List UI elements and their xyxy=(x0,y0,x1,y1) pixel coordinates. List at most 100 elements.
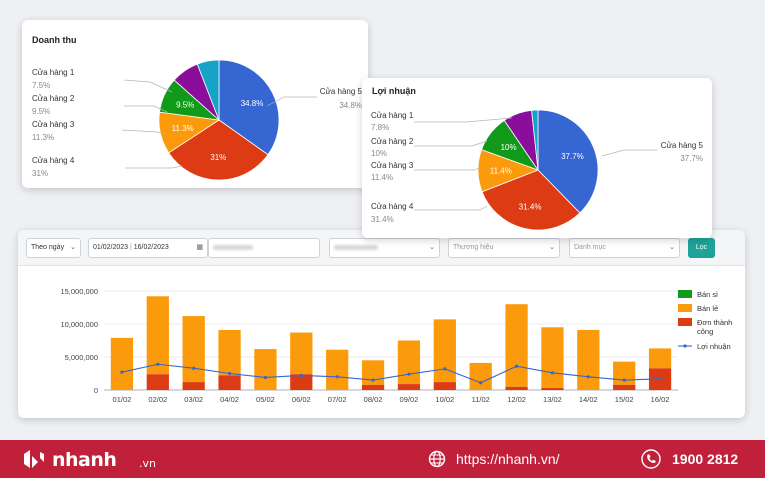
date-to: 16/02/2023 xyxy=(133,244,169,251)
bar-1-6[interactable] xyxy=(326,349,349,390)
website-link[interactable]: https://nhanh.vn/ xyxy=(456,451,560,467)
bar-1-11[interactable] xyxy=(505,304,528,387)
profit-pct-store2: 10% xyxy=(371,149,387,158)
revenue-slice-label-1: 31% xyxy=(210,153,226,162)
revenue-slice-label-3: 9.5% xyxy=(176,100,194,109)
bar-1-5[interactable] xyxy=(290,332,313,375)
filter-button[interactable]: Lọc xyxy=(688,238,715,258)
x-tick-label: 03/02 xyxy=(184,395,203,404)
bar-1-2[interactable] xyxy=(182,316,205,383)
profit-point-12[interactable] xyxy=(550,371,555,375)
bar-2-11[interactable] xyxy=(505,386,528,390)
redacted-text xyxy=(213,245,253,250)
profit-pct-store3: 11.4% xyxy=(371,173,393,182)
date-from: 01/02/2023 xyxy=(93,244,129,251)
x-tick-label: 08/02 xyxy=(364,395,383,404)
profit-point-2[interactable] xyxy=(192,366,196,370)
profit-point-10[interactable] xyxy=(479,381,483,385)
x-tick-label: 04/02 xyxy=(220,395,239,404)
phone-icon xyxy=(641,449,661,469)
revenue-slice-label-2: 11.3% xyxy=(172,124,194,133)
legend-line-point xyxy=(683,344,687,348)
profit-slice-1[interactable] xyxy=(481,169,581,231)
legend-label-0: Bán sỉ xyxy=(697,290,718,299)
x-tick-label: 09/02 xyxy=(400,395,419,404)
bar-2-2[interactable] xyxy=(182,382,205,390)
bar-2-5[interactable] xyxy=(290,374,313,390)
logo-suffix: .vn xyxy=(139,457,156,470)
profit-pct-store1: 7.8% xyxy=(371,123,389,132)
footer-banner: nhanh .vn https://nhanh.vn/ 1900 2812 xyxy=(0,440,765,478)
period-select[interactable]: Theo ngày ⌄ xyxy=(26,238,81,258)
keyword-input[interactable] xyxy=(208,238,320,258)
revenue-card-title: Doanh thu xyxy=(32,35,77,45)
brand-select[interactable]: Thương hiệu ⌄ xyxy=(448,238,560,258)
profit-point-7[interactable] xyxy=(371,378,375,382)
chevron-down-icon: ⌄ xyxy=(70,244,76,251)
rev-label-store3: Cửa hàng 3 xyxy=(32,120,75,129)
profit-point-4[interactable] xyxy=(263,375,268,380)
chevron-down-icon: ⌄ xyxy=(549,244,555,251)
revenue-slice-0[interactable] xyxy=(218,59,280,156)
revenue-slice-5[interactable] xyxy=(196,59,220,121)
bar-2-8[interactable] xyxy=(397,384,421,390)
profit-point-15[interactable] xyxy=(658,377,662,381)
bar-2-3[interactable] xyxy=(218,375,241,390)
profit-slice-5[interactable] xyxy=(531,109,539,171)
date-range-input[interactable]: 01/02/2023 | 16/02/2023 ▦ xyxy=(88,238,208,258)
profit-point-9[interactable] xyxy=(443,367,447,371)
profit-point-14[interactable] xyxy=(622,378,626,382)
profit-point-5[interactable] xyxy=(299,373,303,378)
profit-point-3[interactable] xyxy=(227,371,232,376)
profit-point-0[interactable] xyxy=(120,370,124,374)
profit-pct-store4: 31.4% xyxy=(371,215,394,224)
legend-label-2-cont: công xyxy=(697,327,713,336)
y-tick-label: 15,000,000 xyxy=(60,287,98,296)
hotline-number[interactable]: 1900 2812 xyxy=(672,451,739,467)
bar-1-10[interactable] xyxy=(469,362,492,390)
x-tick-label: 14/02 xyxy=(579,395,598,404)
logo-text: nhanh xyxy=(52,449,117,471)
bar-2-7[interactable] xyxy=(361,384,385,390)
profit-label-store3: Cửa hàng 3 xyxy=(371,161,414,170)
revenue-pie-card: Doanh thu Cửa hàng 1 7.5% Cửa hàng 2 9.5… xyxy=(22,20,368,188)
category-select[interactable]: Danh mục ⌄ xyxy=(569,238,680,258)
bar-1-12[interactable] xyxy=(541,327,564,389)
profit-label-store4: Cửa hàng 4 xyxy=(371,202,414,211)
profit-point-13[interactable] xyxy=(586,375,590,379)
bar-1-13[interactable] xyxy=(577,329,600,390)
revenue-slice-1[interactable] xyxy=(168,119,269,181)
bar-2-1[interactable] xyxy=(146,374,169,390)
profit-slice-label-1: 31.4% xyxy=(519,202,542,211)
bar-1-1[interactable] xyxy=(146,296,169,375)
bar-2-14[interactable] xyxy=(613,384,636,390)
bar-1-7[interactable] xyxy=(361,360,385,385)
bar-2-12[interactable] xyxy=(541,388,564,390)
profit-point-8[interactable] xyxy=(407,372,411,376)
profit-point-6[interactable] xyxy=(335,375,339,379)
legend-label-2: Đơn thành xyxy=(697,318,732,327)
brand-select-placeholder: Thương hiệu xyxy=(453,244,494,251)
x-tick-label: 01/02 xyxy=(113,395,132,404)
legend-label-1: Bán lẻ xyxy=(697,304,718,313)
bar-1-4[interactable] xyxy=(254,349,277,390)
bar-2-9[interactable] xyxy=(433,382,456,390)
x-tick-label: 12/02 xyxy=(507,395,526,404)
store-select[interactable]: ⌄ xyxy=(329,238,440,258)
bar-1-9[interactable] xyxy=(433,319,456,383)
profit-line xyxy=(121,363,661,384)
bar-1-14[interactable] xyxy=(613,361,636,385)
profit-point-11[interactable] xyxy=(514,364,519,368)
revenue-pie-chart: Cửa hàng 1 7.5% Cửa hàng 2 9.5% Cửa hàng… xyxy=(32,59,363,181)
bar-1-0[interactable] xyxy=(110,337,134,390)
profit-slice-0[interactable] xyxy=(537,109,599,214)
rev-pct-store2: 9.5% xyxy=(32,107,50,116)
sales-bar-card: Theo ngày ⌄ 01/02/2023 | 16/02/2023 ▦ ⌄ … xyxy=(18,230,745,418)
bar-1-3[interactable] xyxy=(218,329,241,376)
bar-1-8[interactable] xyxy=(397,340,421,385)
profit-point-1[interactable] xyxy=(156,362,160,366)
x-tick-label: 05/02 xyxy=(256,395,275,404)
bar-1-15[interactable] xyxy=(648,348,672,369)
rev-label-store4: Cửa hàng 4 xyxy=(32,156,75,165)
x-tick-label: 16/02 xyxy=(651,395,670,404)
